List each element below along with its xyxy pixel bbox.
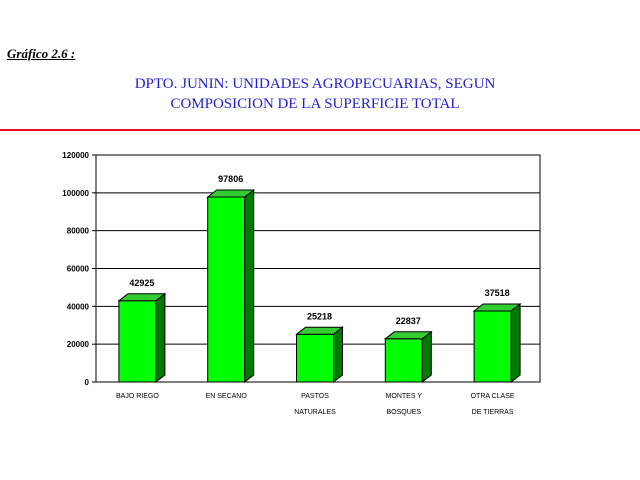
y-tick-label: 60000 <box>67 265 90 274</box>
figure-label: Gráfico 2.6 : <box>7 46 76 61</box>
y-tick-label: 20000 <box>67 340 90 349</box>
bar-side <box>421 330 432 384</box>
bar <box>296 333 334 383</box>
bar-side <box>333 326 343 384</box>
bar <box>207 196 246 383</box>
y-tick-label: 80000 <box>67 227 90 236</box>
y-tick-label: 0 <box>85 378 90 387</box>
category-label: EN SECANO <box>206 393 248 400</box>
bar-top <box>117 293 167 302</box>
separator-rule <box>0 129 640 131</box>
category-label: NATURALES <box>294 409 336 416</box>
bar-top <box>383 331 433 340</box>
bar-top <box>472 303 522 312</box>
y-tick-label: 40000 <box>67 302 90 311</box>
data-label: 42925 <box>129 278 154 288</box>
category-label: MONTES Y <box>386 393 423 400</box>
chart-title: DPTO. JUNIN: UNIDADES AGROPECUARIAS, SEG… <box>0 74 630 114</box>
category-label: BOSQUES <box>386 409 421 416</box>
bar <box>118 300 157 383</box>
bar-top <box>295 326 344 335</box>
y-tick-label: 100000 <box>62 189 89 198</box>
bar-top <box>206 189 256 198</box>
data-label: 22837 <box>396 316 421 326</box>
category-label: PASTOS <box>301 393 329 400</box>
bar-side <box>155 292 166 384</box>
category-label: OTRA CLASE <box>471 393 515 400</box>
category-label: DE TIERRAS <box>472 409 514 416</box>
chart-title-line-1: DPTO. JUNIN: UNIDADES AGROPECUARIAS, SEG… <box>134 76 496 92</box>
y-tick-label: 120000 <box>62 151 89 160</box>
category-label: BAJO RIEGO <box>116 393 159 400</box>
bar <box>384 338 423 383</box>
bar-side <box>510 303 521 384</box>
data-label: 97806 <box>218 174 243 184</box>
data-label: 37518 <box>485 288 510 298</box>
bar <box>473 310 512 383</box>
data-label: 25218 <box>307 311 332 321</box>
bar-side <box>244 188 255 384</box>
chart-title-line-2: COMPOSICION DE LA SUPERFICIE TOTAL <box>170 96 460 112</box>
